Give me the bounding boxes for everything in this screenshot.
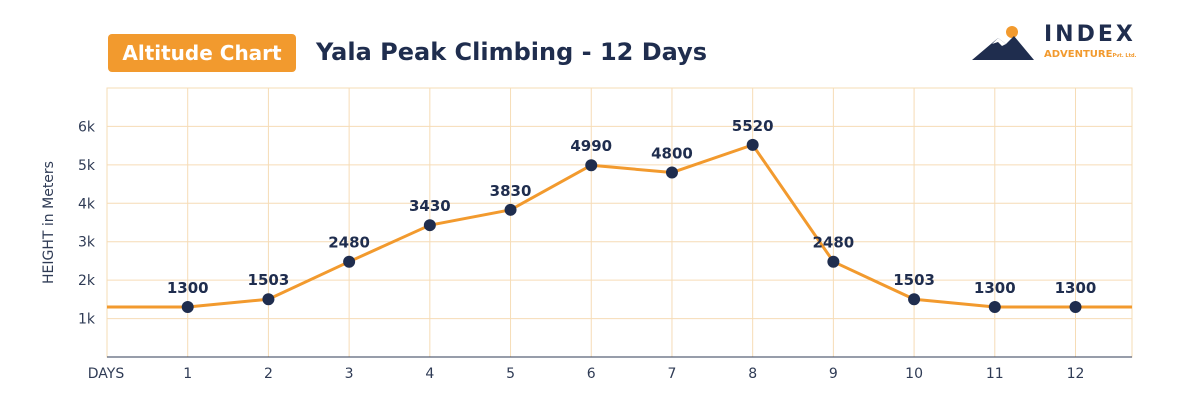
x-axis-title: DAYS [88,366,125,382]
data-point [262,293,275,306]
logo-subtitle-text: ADVENTURE [1044,49,1113,60]
data-label: 2480 [813,234,855,252]
x-tick-label: 5 [506,366,515,382]
y-tick-label: 1k [78,312,96,328]
x-tick-label: 8 [748,366,757,382]
altitude-series-line [107,143,1132,309]
data-label: 4990 [570,137,612,155]
data-point [504,203,517,216]
data-label: 3830 [490,182,532,200]
data-label: 1503 [893,271,935,289]
mountain-logo-icon [972,26,1034,60]
company-logo: INDEX ADVENTUREPvt. Ltd. [968,22,1146,66]
x-tick-label: 10 [905,366,923,382]
x-tick-label: 6 [587,366,596,382]
plot-frame [106,87,1133,358]
logo-subtitle: ADVENTUREPvt. Ltd. [1044,49,1136,60]
data-point [585,159,598,172]
y-axis-title: HEIGHT in Meters [41,161,57,284]
x-tick-label: 4 [425,366,434,382]
y-tick-label: 2k [78,273,96,289]
data-point [988,301,1001,314]
data-label: 1300 [1055,279,1097,297]
logo-suffix: Pvt. Ltd. [1112,53,1137,59]
data-label: 4800 [651,145,693,163]
x-tick-label: 7 [667,366,676,382]
data-point [665,166,678,179]
x-tick-label: 12 [1067,366,1085,382]
y-tick-label: 6k [78,119,96,135]
data-point [746,138,759,151]
chart-title: Yala Peak Climbing - 12 Days [316,38,708,66]
x-tick-label: 1 [183,366,192,382]
logo-wordmark: INDEX [1044,22,1136,47]
y-tick-label: 5k [78,158,96,174]
y-tick-label: 3k [78,235,96,251]
badge-label: Altitude Chart [122,41,282,65]
data-point [908,293,921,306]
x-tick-label: 9 [829,366,838,382]
data-label: 1503 [248,271,290,289]
data-label: 3430 [409,197,451,215]
data-label: 5520 [732,117,774,135]
x-tick-label: 11 [986,366,1004,382]
x-tick-label: 3 [345,366,354,382]
data-label: 1300 [167,279,209,297]
data-label: 2480 [328,234,370,252]
y-tick-label: 4k [78,196,96,212]
data-point [181,301,194,314]
data-point [1069,301,1082,314]
x-tick-label: 2 [264,366,273,382]
chart-type-badge: Altitude Chart [108,34,296,72]
data-point [343,255,356,268]
data-point [827,255,840,268]
data-label: 1300 [974,279,1016,297]
data-point [423,219,436,232]
